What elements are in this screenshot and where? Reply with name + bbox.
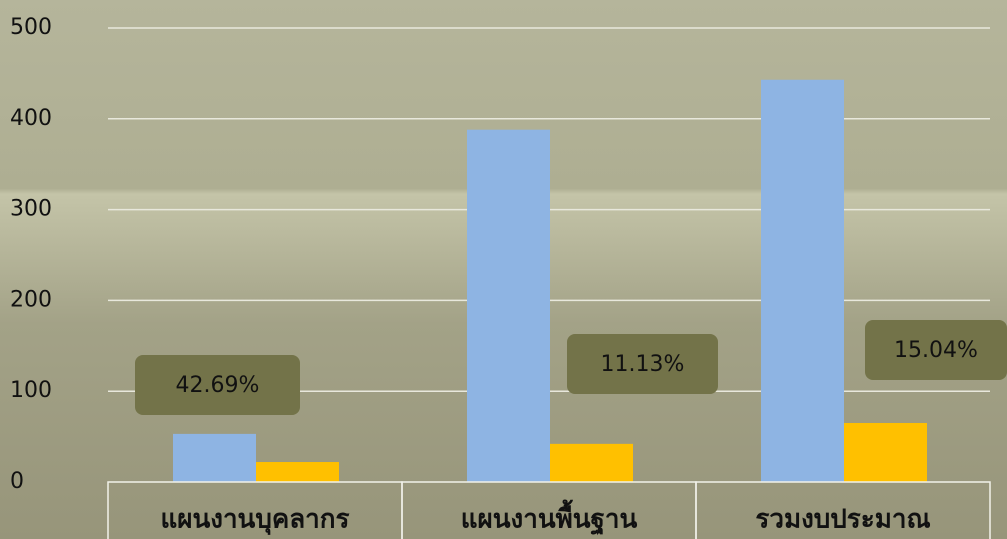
annotation: 11.13%	[601, 352, 685, 377]
annotation-box	[865, 320, 1007, 380]
y-tick-label: 300	[10, 197, 52, 222]
y-tick-label: 500	[10, 15, 52, 40]
y-tick-label: 0	[10, 469, 24, 494]
bar	[467, 129, 550, 483]
x-tick-label: รวมงบประมาณ	[755, 505, 930, 535]
category-cell	[695, 481, 991, 539]
bar	[173, 433, 256, 482]
annotation-box	[135, 355, 300, 415]
annotation: 42.69%	[176, 373, 260, 398]
y-tick-label: 400	[10, 106, 52, 131]
annotation-box	[567, 334, 718, 394]
bar	[550, 443, 633, 482]
annotation: 15.04%	[894, 338, 978, 363]
bar	[256, 462, 339, 482]
bar	[844, 422, 927, 482]
x-tick-label: แผนงานบุคลากร	[161, 505, 350, 536]
y-tick-label: 100	[10, 378, 52, 403]
x-tick-label: แผนงานพื้นฐาน	[461, 499, 638, 537]
bar	[761, 79, 844, 483]
y-tick-label: 200	[10, 287, 52, 312]
